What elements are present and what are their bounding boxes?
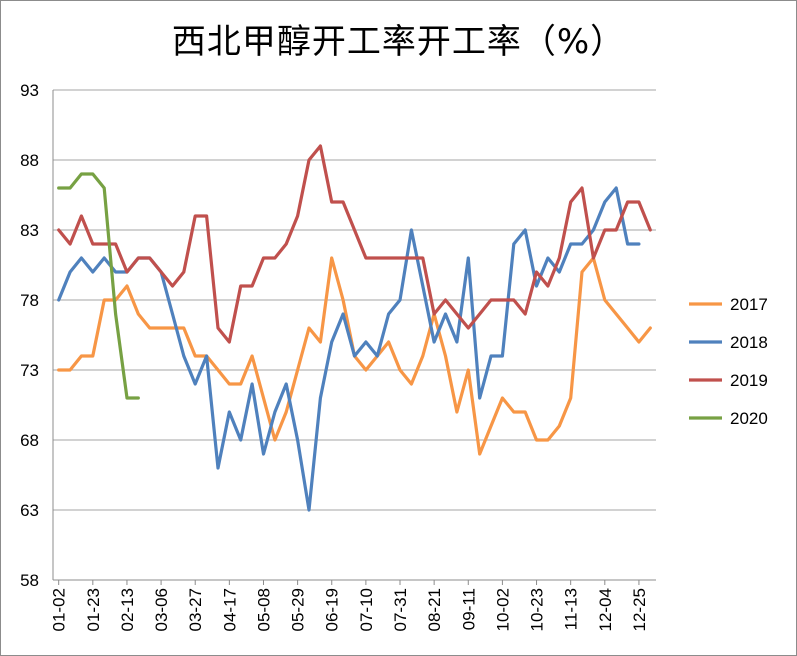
x-tick-label: 03-27: [186, 588, 205, 631]
legend-label-2019: 2019: [730, 371, 768, 390]
x-tick-label: 08-21: [425, 588, 444, 631]
x-tick-label: 11-13: [562, 588, 581, 630]
x-tick-label: 01-02: [50, 588, 69, 631]
x-tick-label: 05-08: [254, 588, 273, 631]
x-tick-label: 04-17: [220, 588, 239, 631]
x-tick-label: 02-13: [118, 588, 137, 631]
x-tick-label: 12-25: [630, 588, 649, 631]
series-line-2019: [57, 144, 652, 344]
axes: [52, 90, 656, 585]
x-tick-label: 12-04: [596, 588, 615, 631]
gridlines: [53, 89, 656, 511]
y-tick-label: 88: [20, 151, 39, 170]
legend: 2017 2018 2019 2020: [689, 295, 768, 428]
y-tick-labels: 58 63 68 73 78 83 88 93: [20, 81, 39, 590]
series-line-2020: [57, 172, 140, 400]
y-tick-label: 68: [20, 431, 39, 450]
chart-title: 西北甲醇开工率开工率（%）: [171, 22, 626, 62]
y-tick-label: 83: [20, 221, 39, 240]
legend-label-2020: 2020: [730, 409, 768, 428]
y-tick-label: 58: [20, 571, 39, 590]
x-tick-label: 03-06: [152, 588, 171, 631]
x-tick-label: 07-10: [357, 588, 376, 631]
legend-label-2018: 2018: [730, 333, 768, 352]
x-tick-label: 01-23: [84, 588, 103, 631]
y-tick-label: 73: [20, 361, 39, 380]
x-tick-label: 10-23: [528, 588, 547, 631]
x-tick-labels: 01-02 01-23 02-13 03-06 03-27 04-17 05-08 05-29…: [50, 588, 649, 631]
x-tick-label: 05-29: [289, 588, 308, 631]
series-lines: [57, 144, 652, 512]
x-tick-label: 09-11: [459, 588, 478, 630]
x-tick-label: 06-19: [323, 588, 342, 631]
x-tick-label: 10-02: [493, 588, 512, 631]
series-line-2018: [57, 186, 641, 512]
y-tick-label: 93: [20, 81, 39, 100]
y-tick-label: 78: [20, 291, 39, 310]
x-tick-label: 07-31: [391, 588, 410, 631]
legend-label-2017: 2017: [730, 295, 768, 314]
y-tick-label: 63: [20, 501, 39, 520]
